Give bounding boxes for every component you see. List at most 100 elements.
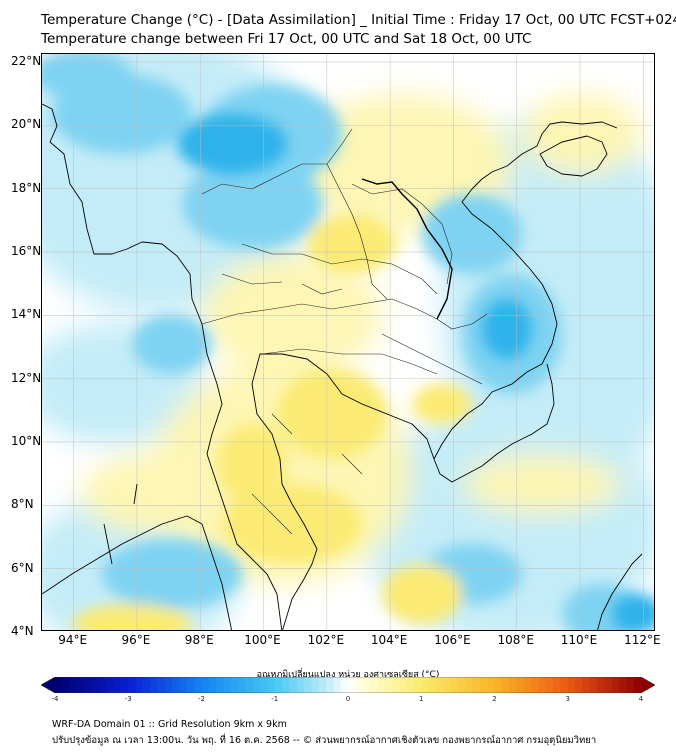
colorbar-cell (399, 677, 408, 693)
coastline-myanmar-west (42, 103, 283, 630)
colorbar-cell (296, 677, 305, 693)
map-panel[interactable] (41, 53, 655, 631)
lon-label-5: 104°E (370, 633, 408, 647)
colorbar-tick-5: 1 (419, 695, 424, 703)
colorbar-cell (120, 677, 129, 693)
colorbar-cell (509, 677, 517, 693)
colorbar-tick-3: -1 (271, 695, 279, 703)
temperature-change-map[interactable] (42, 54, 655, 631)
colorbar-tick-1: -3 (124, 695, 132, 703)
colorbar-cell (333, 677, 342, 693)
lat-label-8: 6°N (11, 560, 34, 575)
colorbar-extend-low (41, 677, 55, 693)
colorbar-cell (311, 677, 320, 693)
colorbar-cell (619, 677, 627, 693)
colorbar-tick-0: -4 (51, 695, 59, 703)
footer-resolution: WRF-DA Domain 01 :: Grid Resolution 9km … (52, 719, 287, 730)
colorbar-cell (479, 677, 488, 693)
colorbar-cell (135, 677, 144, 693)
map-title: Temperature Change (°C) - [Data Assimila… (41, 12, 676, 28)
lat-label-7: 8°N (11, 497, 34, 512)
colorbar-cell (413, 677, 422, 693)
colorbar-cell (443, 677, 452, 693)
lat-label-9: 4°N (11, 624, 34, 638)
colorbar-cell (304, 677, 312, 693)
colorbar-cell (260, 677, 268, 693)
lon-label-9: 112°E (624, 633, 661, 647)
colorbar-cell (282, 677, 290, 693)
colorbar-cell (560, 677, 569, 693)
colorbar-cell (106, 677, 115, 693)
colorbar-cell (377, 677, 386, 693)
colorbar-cell (487, 677, 495, 693)
lon-label-6: 106°E (434, 633, 471, 647)
colorbar-cell (421, 677, 430, 693)
colorbar-cell (604, 677, 613, 693)
colorbar-cell (553, 677, 561, 693)
footer-credit: ปรับปรุงข้อมูล ณ เวลา 13:00น. วัน พฤ. ที… (52, 735, 597, 746)
coastlines (42, 103, 643, 630)
colorbar-cell (340, 677, 349, 693)
colorbar-cell (626, 677, 635, 693)
colorbar-cell (391, 677, 400, 693)
lat-label-0: 22°N (11, 53, 42, 68)
colorbar-cell (267, 677, 276, 693)
coastline-borneo (597, 553, 643, 630)
lon-label-8: 110°E (560, 633, 598, 647)
colorbar-cell (230, 677, 239, 693)
coastline-gulf-thailand (251, 121, 618, 630)
colorbar-tick-6: 2 (492, 695, 497, 703)
colorbar-cell (465, 677, 474, 693)
colorbar-cell (157, 677, 166, 693)
colorbar-cell (531, 677, 539, 693)
colorbar-cell (575, 677, 583, 693)
colorbar-cell (208, 677, 217, 693)
colorbar-cell (76, 677, 85, 693)
colorbar-cell (472, 677, 481, 693)
colorbar-cell (274, 677, 283, 693)
colorbar-cell (113, 677, 122, 693)
colorbar-cell (582, 677, 591, 693)
colorbar-cell (538, 677, 547, 693)
colorbar-cell (216, 677, 224, 693)
graticule (42, 54, 654, 630)
colorbar-cell (523, 677, 532, 693)
colorbar-cell (567, 677, 576, 693)
lon-label-7: 108°E (497, 633, 534, 647)
colorbar-cell (428, 677, 437, 693)
lon-label-4: 102°E (307, 633, 345, 647)
colorbar-cell (164, 677, 173, 693)
colorbar-tick-4: 0 (345, 695, 351, 703)
country-border-laos (361, 178, 453, 320)
admin-borders (201, 128, 488, 535)
colorbar-cell (589, 677, 598, 693)
lon-label-3: 100°E (244, 633, 281, 647)
coastline-vietnam-south (433, 363, 555, 483)
colorbar-cell (91, 677, 100, 693)
coastline-andaman (103, 483, 138, 565)
colorbar-cell (494, 677, 503, 693)
coastline-hainan (539, 135, 608, 177)
colorbar-cell (406, 677, 415, 693)
colorbar-cell (172, 677, 181, 693)
colorbar-cell (611, 677, 620, 693)
colorbar-cell (62, 677, 71, 693)
colorbar-cell (501, 677, 510, 693)
colorbar-cell (142, 677, 151, 693)
colorbar-cell (186, 677, 195, 693)
colorbar-cell (98, 677, 107, 693)
colorbar-cell (633, 677, 642, 693)
colorbar-cell (457, 677, 466, 693)
lat-label-1: 20°N (11, 117, 42, 132)
colorbar-cell (289, 677, 298, 693)
colorbar-cell (55, 677, 63, 693)
colorbar-cell (245, 677, 254, 693)
colorbar-cell (326, 677, 334, 693)
lon-label-0: 94°E (58, 633, 88, 647)
lon-label-2: 98°E (184, 633, 214, 647)
lat-label-3: 16°N (11, 243, 42, 258)
colorbar-cell (252, 677, 261, 693)
colorbar-extend-high (641, 677, 655, 693)
colorbar-cell (69, 677, 78, 693)
colorbar-cell (369, 677, 378, 693)
